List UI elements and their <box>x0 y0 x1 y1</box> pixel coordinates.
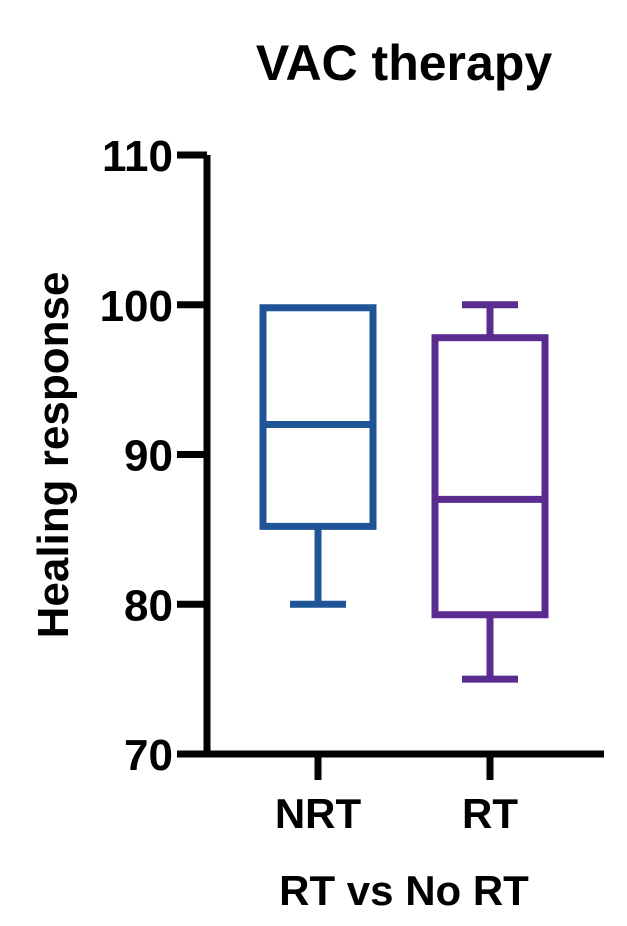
y-tick-label: 100 <box>100 282 173 331</box>
y-tick-label: 70 <box>124 731 173 780</box>
box-iqr <box>259 304 377 530</box>
y-axis-label: Healing response <box>29 272 78 639</box>
box-iqr <box>431 334 549 619</box>
y-tick-label: 90 <box>124 432 173 481</box>
box-nrt <box>259 304 377 608</box>
x-ticks: NRT RT <box>275 754 518 837</box>
boxes <box>259 301 549 683</box>
chart-title: VAC therapy <box>256 35 553 91</box>
y-tick-label: 110 <box>102 132 173 181</box>
x-axis-label: RT vs No RT <box>279 867 529 914</box>
y-tick-label: 80 <box>124 581 173 630</box>
x-tick-label: RT <box>462 790 518 837</box>
x-tick-label: NRT <box>275 790 362 837</box>
box-rt <box>431 301 549 683</box>
y-ticks: 70 80 90 100 110 <box>100 132 207 780</box>
